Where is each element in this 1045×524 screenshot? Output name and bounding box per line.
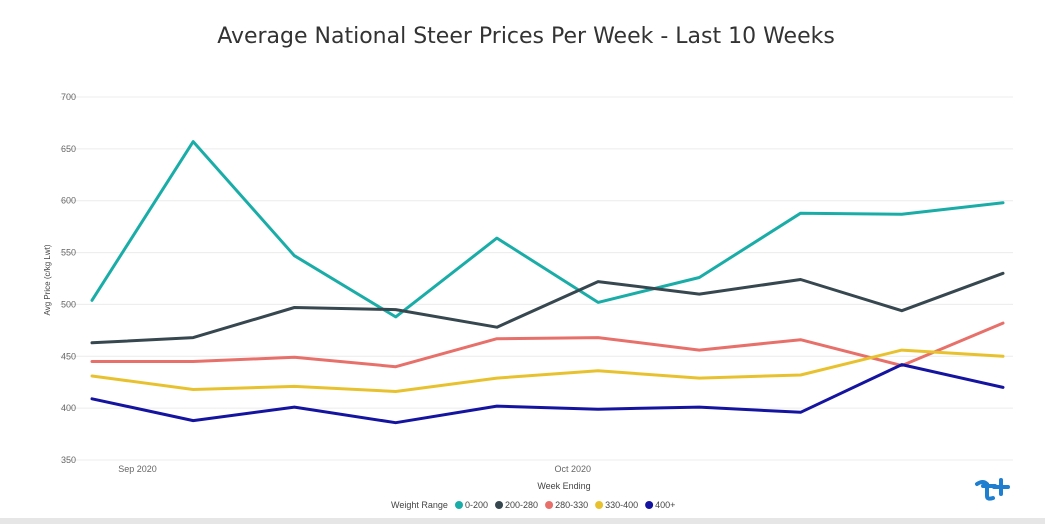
chart-title: Average National Steer Prices Per Week -… [217, 24, 835, 49]
x-tick-label: Sep 2020 [118, 464, 157, 474]
x-tick-label: Oct 2020 [555, 464, 592, 474]
series-line-0-200 [90, 140, 1005, 319]
series-line-280-330 [90, 321, 1005, 369]
legend-label: 280-330 [555, 500, 588, 510]
y-tick-label: 650 [61, 144, 76, 154]
footer-bar [0, 518, 1045, 524]
legend-title: Weight Range [391, 500, 448, 510]
x-axis-title: Week Ending [537, 481, 590, 491]
series-line-330-400 [90, 348, 1005, 393]
y-tick-label: 500 [61, 299, 76, 309]
legend-marker [595, 501, 604, 509]
series-line-200-280 [90, 271, 1005, 345]
y-tick-label: 350 [61, 455, 76, 465]
series-line-400+ [90, 363, 1005, 425]
legend-label: 200-280 [505, 500, 538, 510]
legend-label: 0-200 [465, 500, 488, 510]
brand-logo-icon [975, 478, 1010, 501]
y-tick-label: 700 [61, 92, 76, 102]
y-tick-label: 600 [61, 196, 76, 206]
legend-marker [645, 501, 654, 509]
legend-marker [455, 501, 463, 509]
legend-label: 330-400 [605, 500, 638, 510]
legend-label: 400+ [655, 500, 675, 510]
y-axis-title: Avg Price (c/kg Lwt) [43, 244, 52, 315]
legend-marker [545, 501, 554, 509]
y-tick-label: 450 [61, 351, 76, 361]
legend-marker [495, 501, 504, 509]
y-tick-label: 550 [61, 248, 76, 258]
y-tick-label: 400 [61, 403, 76, 413]
